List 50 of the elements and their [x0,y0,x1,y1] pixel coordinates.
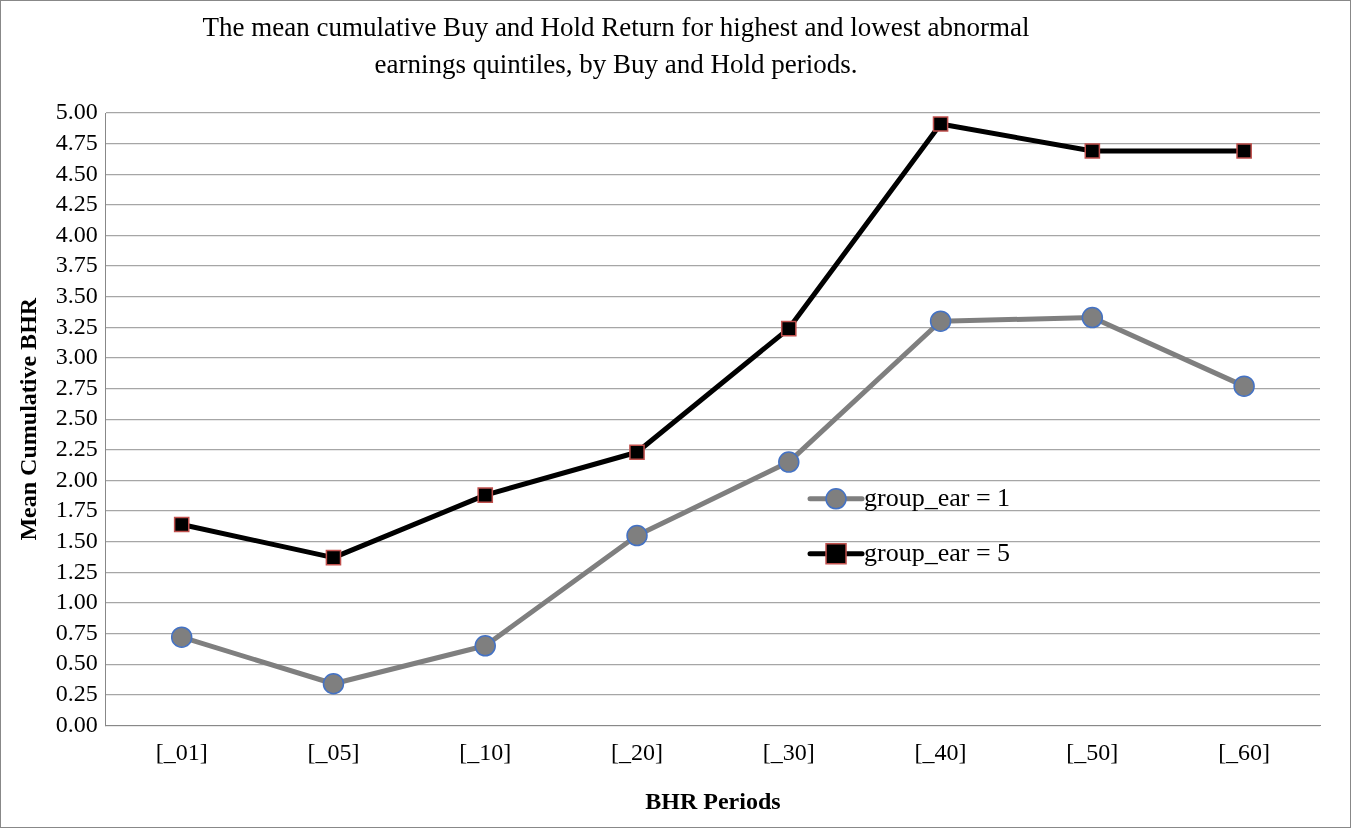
point [929,310,952,332]
x-tick-label: [_50] [1066,739,1119,766]
y-axis-title: Mean Cumulative BHR [14,297,41,541]
x-tick-label: [_40] [914,739,967,766]
chart-title: The mean cumulative Buy and Hold Return for highest and lowest abnormal earnings quintiles, by Buy and Hold periods. [201,11,1031,81]
point [629,444,645,461]
point [1233,375,1255,397]
x-axis-title: BHR Periods [645,787,781,814]
y-tick-label: 3.75 [55,251,98,278]
x-tick-label: [_01] [155,739,208,766]
y-tick-label: 1.75 [55,496,98,523]
y-tick-label: 3.50 [55,282,98,309]
point [780,320,797,337]
y-tick-label: 0.25 [55,680,98,707]
y-tick-label: 1.50 [55,526,98,553]
point [477,487,494,503]
y-tick-label: 2.50 [55,404,98,431]
y-tick-label: 1.00 [55,588,98,615]
point [1084,143,1101,159]
y-tick-label: 2.25 [55,435,98,462]
legend-label: group_ear = 5 [864,537,1011,567]
y-tick-label: 0.00 [55,710,98,737]
x-tick-label: [_05] [307,739,360,766]
x-tick-label: [_20] [611,739,663,766]
point [322,673,345,695]
point [626,524,648,547]
point [1081,306,1104,329]
y-tick-label: 4.00 [55,220,98,247]
y-tick-label: 4.50 [55,159,98,186]
y-tick-label: 1.25 [55,557,98,584]
point [778,451,800,473]
point [325,549,342,566]
x-tick-label: [_10] [459,739,512,766]
y-tick-label: 0.75 [55,618,98,645]
y-tick-label: 3.25 [55,312,98,339]
x-tick-label: [_30] [762,739,815,766]
x-tick-label: [_60] [1218,739,1271,766]
y-tick-label: 4.25 [55,190,98,217]
y-tick-label: 3.00 [55,343,98,370]
y-tick-label: 2.75 [55,373,98,400]
y-tick-label: 0.50 [55,649,98,676]
legend-label: group_ear = 1 [864,482,1011,512]
y-tick-label: 5.00 [55,98,98,125]
point [1236,143,1252,159]
point [932,116,949,132]
y-tick-label: 2.00 [55,465,98,492]
y-tick-label: 4.75 [55,128,98,155]
point [170,626,193,648]
point [173,516,190,533]
point [474,635,496,657]
